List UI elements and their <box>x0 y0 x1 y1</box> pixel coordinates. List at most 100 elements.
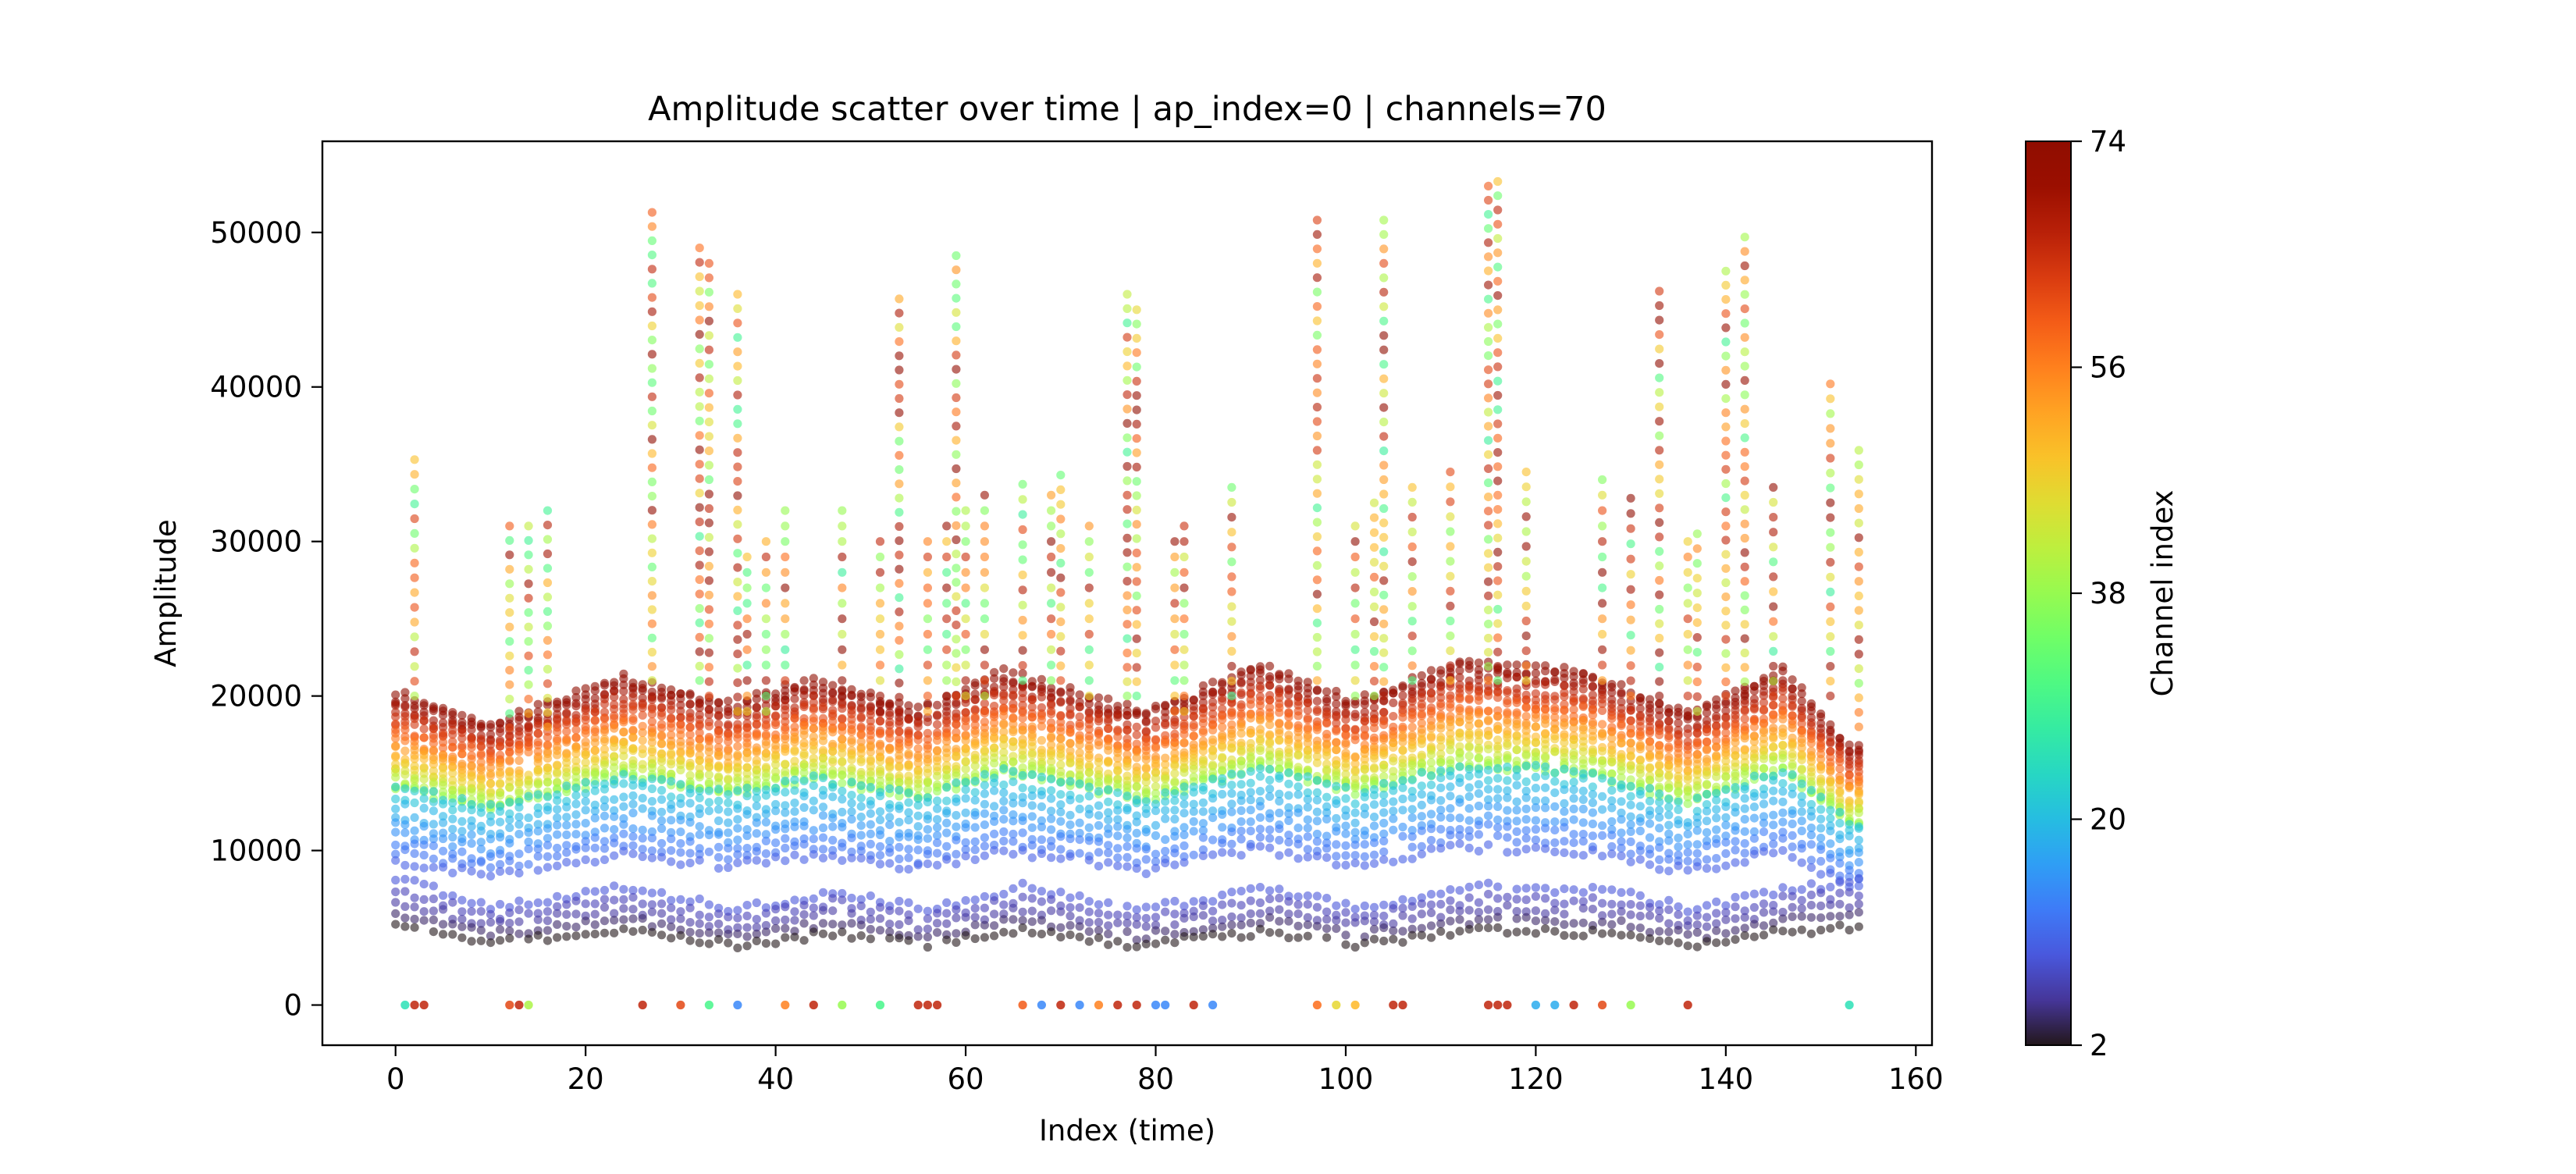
scatter-point <box>1047 794 1056 803</box>
scatter-point <box>419 850 429 860</box>
scatter-point <box>514 788 524 798</box>
scatter-point <box>1227 543 1236 552</box>
scatter-point <box>1018 660 1027 671</box>
scatter-point <box>704 648 714 657</box>
scatter-point <box>1265 696 1275 705</box>
scatter-point <box>1265 720 1275 730</box>
scatter-point <box>1113 844 1123 853</box>
scatter-point <box>1236 834 1246 844</box>
scatter-point <box>1512 884 1521 894</box>
scatter-point <box>448 832 457 842</box>
scatter-point <box>553 830 562 839</box>
scatter-point <box>961 722 970 731</box>
scatter-point <box>970 904 980 913</box>
scatter-point <box>1455 798 1464 807</box>
scatter-point <box>1474 753 1483 763</box>
scatter-point <box>1512 816 1521 826</box>
scatter-point <box>1123 692 1132 701</box>
scatter-point <box>1132 448 1141 457</box>
scatter-point <box>1407 813 1417 823</box>
scatter-point <box>1426 781 1436 790</box>
scatter-point <box>1018 713 1027 723</box>
scatter-point <box>1407 617 1417 626</box>
scatter-point <box>724 844 733 853</box>
scatter-point <box>1303 931 1312 941</box>
scatter-point <box>1521 777 1531 787</box>
scatter-point <box>590 707 600 717</box>
scatter-point <box>1084 676 1094 685</box>
scatter-point <box>952 698 961 707</box>
scatter-point <box>761 772 771 781</box>
scatter-point <box>885 701 895 711</box>
scatter-point <box>714 842 724 852</box>
scatter-point <box>733 706 742 717</box>
scatter-point <box>1265 757 1275 767</box>
scatter-point <box>781 801 790 810</box>
scatter-point <box>895 906 904 916</box>
scatter-point <box>1484 715 1493 724</box>
scatter-point <box>1018 892 1027 902</box>
scatter-point <box>980 851 989 860</box>
scatter-point <box>1255 701 1265 710</box>
scatter-point <box>1265 928 1275 937</box>
scatter-point <box>1218 922 1227 931</box>
scatter-point <box>1113 753 1123 763</box>
scatter-point <box>476 870 486 879</box>
scatter-point <box>1446 841 1455 850</box>
scatter-point <box>1151 717 1161 726</box>
scatter-point <box>980 799 989 809</box>
scatter-point <box>724 855 733 864</box>
scatter-point <box>628 706 638 715</box>
scatter-point <box>695 938 704 948</box>
scatter-point <box>1493 662 1503 671</box>
scatter-point <box>961 838 970 847</box>
scatter-point <box>704 403 714 412</box>
scatter-point <box>1047 751 1056 760</box>
scatter-point <box>704 806 714 816</box>
scatter-point <box>1123 461 1132 471</box>
scatter-point <box>1493 923 1503 932</box>
scatter-point <box>942 855 952 864</box>
scatter-point <box>1426 921 1436 930</box>
scatter-point <box>1018 916 1027 925</box>
scatter-point <box>733 333 742 342</box>
scatter-point <box>1141 827 1151 837</box>
scatter-point <box>724 938 733 948</box>
scatter-point <box>1417 767 1426 777</box>
scatter-point <box>1350 827 1360 837</box>
scatter-point <box>761 537 771 546</box>
scatter-point <box>581 806 590 815</box>
scatter-point <box>838 629 847 639</box>
scatter-point <box>1379 808 1389 817</box>
scatter-point <box>1350 808 1360 817</box>
scatter-point <box>1379 287 1389 297</box>
scatter-point <box>553 813 562 823</box>
scatter-point <box>1056 544 1066 553</box>
scatter-point <box>1436 844 1446 853</box>
scatter-point <box>856 831 866 840</box>
scatter-point <box>1094 811 1104 820</box>
scatter-point <box>1417 781 1426 791</box>
scatter-point <box>1151 857 1161 866</box>
scatter-point <box>1084 937 1094 946</box>
scatter-point <box>923 777 932 787</box>
scatter-point <box>1503 741 1512 750</box>
scatter-point <box>733 534 742 543</box>
scatter-point <box>895 920 904 930</box>
scatter-point <box>781 676 790 685</box>
scatter-point <box>647 421 657 430</box>
scatter-point <box>1417 893 1426 902</box>
scatter-point <box>818 703 828 712</box>
scatter-point <box>1521 557 1531 566</box>
scatter-point <box>818 905 828 915</box>
scatter-point <box>676 839 685 848</box>
scatter-point <box>1360 699 1369 710</box>
scatter-point <box>923 859 932 869</box>
scatter-point <box>733 786 742 795</box>
scatter-point <box>1151 849 1161 859</box>
scatter-point <box>657 739 667 749</box>
scatter-point <box>1084 521 1094 531</box>
scatter-point <box>1018 631 1027 640</box>
scatter-point <box>667 834 676 844</box>
scatter-point <box>1312 696 1322 706</box>
